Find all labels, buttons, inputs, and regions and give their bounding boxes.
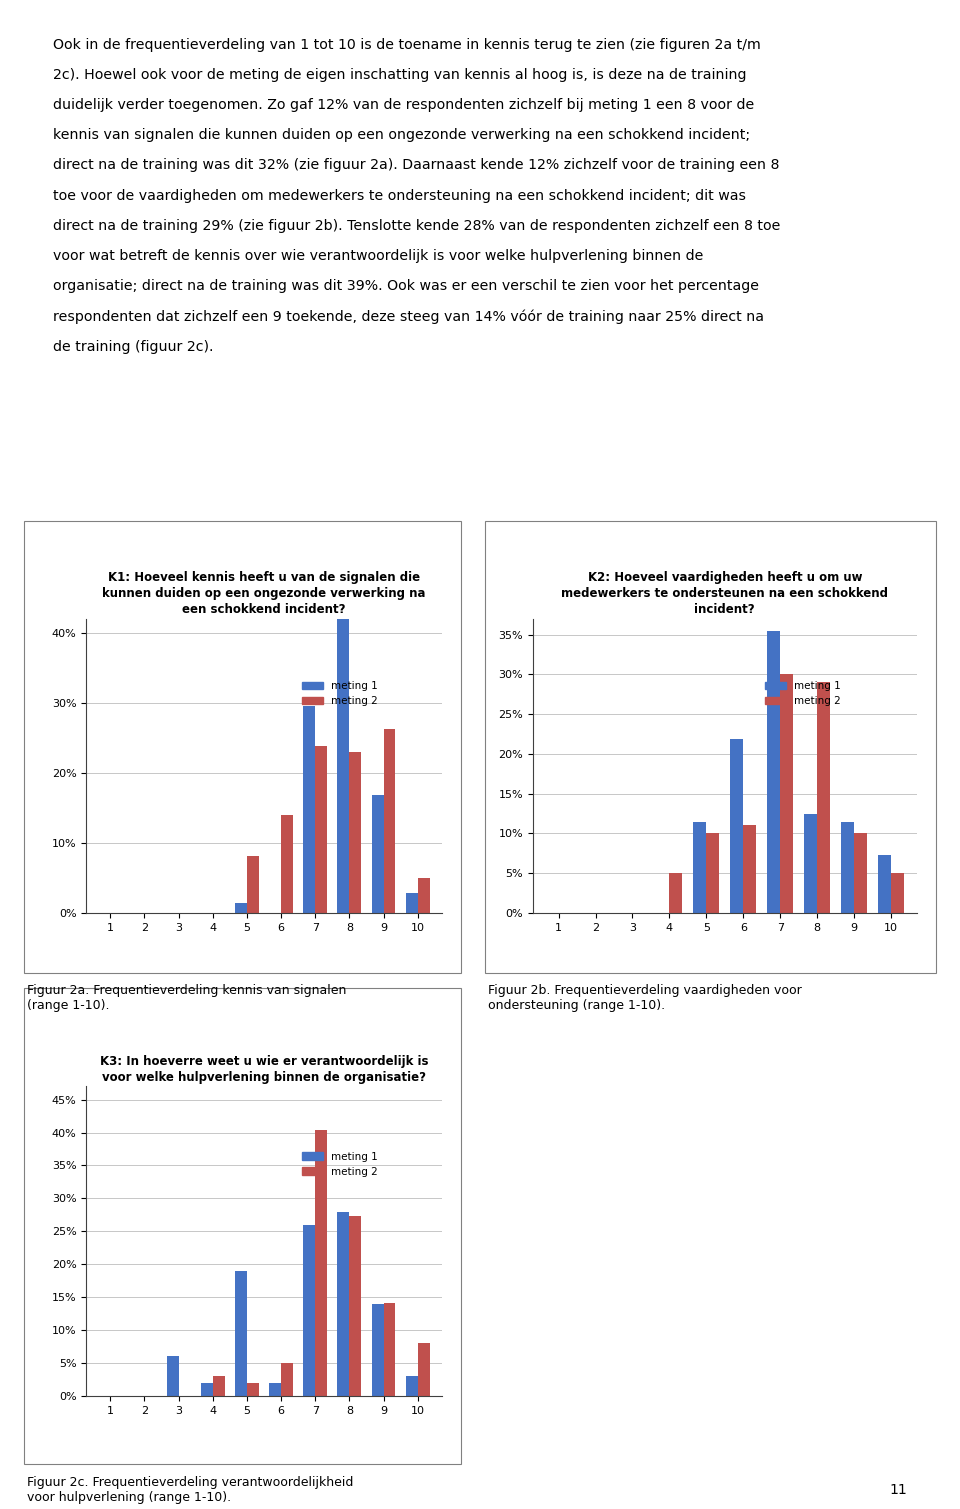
Bar	[384, 1302, 396, 1396]
Bar	[337, 1212, 349, 1396]
Bar	[213, 1376, 225, 1396]
Bar	[315, 1130, 327, 1396]
Text: organisatie; direct na de training was dit 39%. Ook was er een verschil te zien : organisatie; direct na de training was d…	[53, 279, 758, 293]
Bar	[384, 729, 396, 913]
Bar	[372, 1304, 384, 1396]
Bar	[731, 739, 743, 913]
Bar	[707, 833, 719, 913]
Bar	[247, 856, 259, 913]
Bar	[418, 1343, 430, 1396]
Text: direct na de training was dit 32% (zie figuur 2a). Daarnaast kende 12% zichzelf : direct na de training was dit 32% (zie f…	[53, 158, 780, 172]
Bar	[669, 874, 683, 913]
Text: voor wat betreft de kennis over wie verantwoordelijk is voor welke hulpverlening: voor wat betreft de kennis over wie vera…	[53, 249, 703, 263]
Bar	[337, 567, 349, 913]
Text: direct na de training 29% (zie figuur 2b). Tenslotte kende 28% van de respondent: direct na de training 29% (zie figuur 2b…	[53, 219, 780, 232]
Bar	[303, 706, 315, 913]
Legend: meting 1, meting 2: meting 1, meting 2	[298, 1147, 382, 1182]
Bar	[235, 1271, 247, 1396]
Bar	[743, 825, 756, 913]
Bar	[841, 822, 854, 913]
Text: Figuur 2a. Frequentieverdeling kennis van signalen
(range 1-10).: Figuur 2a. Frequentieverdeling kennis va…	[27, 984, 347, 1013]
Bar	[406, 893, 418, 913]
Bar	[201, 1382, 213, 1396]
Bar	[767, 631, 780, 913]
Bar	[406, 1376, 418, 1396]
Bar	[269, 1382, 281, 1396]
Bar	[167, 1357, 179, 1396]
Text: toe voor de vaardigheden om medewerkers te ondersteuning na een schokkend incide: toe voor de vaardigheden om medewerkers …	[53, 189, 746, 202]
Legend: meting 1, meting 2: meting 1, meting 2	[298, 678, 382, 711]
Bar	[418, 878, 430, 913]
Bar	[349, 751, 361, 913]
Text: Figuur 2b. Frequentieverdeling vaardigheden voor
ondersteuning (range 1-10).: Figuur 2b. Frequentieverdeling vaardighe…	[488, 984, 802, 1013]
Bar	[854, 833, 867, 913]
Bar	[235, 902, 247, 913]
Text: kennis van signalen die kunnen duiden op een ongezonde verwerking na een schokke: kennis van signalen die kunnen duiden op…	[53, 128, 750, 142]
Text: Figuur 2c. Frequentieverdeling verantwoordelijkheid
voor hulpverlening (range 1-: Figuur 2c. Frequentieverdeling verantwoo…	[27, 1476, 353, 1504]
Bar	[247, 1382, 259, 1396]
Bar	[780, 675, 793, 913]
Title: K2: Hoeveel vaardigheden heeft u om uw
medewerkers te ondersteunen na een schokk: K2: Hoeveel vaardigheden heeft u om uw m…	[562, 570, 888, 616]
Title: K1: Hoeveel kennis heeft u van de signalen die
kunnen duiden op een ongezonde ve: K1: Hoeveel kennis heeft u van de signal…	[103, 570, 425, 616]
Bar	[349, 1216, 361, 1396]
Text: 2c). Hoewel ook voor de meting de eigen inschatting van kennis al hoog is, is de: 2c). Hoewel ook voor de meting de eigen …	[53, 68, 746, 81]
Text: 11: 11	[890, 1483, 907, 1497]
Text: duidelijk verder toegenomen. Zo gaf 12% van de respondenten zichzelf bij meting : duidelijk verder toegenomen. Zo gaf 12% …	[53, 98, 754, 112]
Bar	[281, 815, 293, 913]
Bar	[303, 1225, 315, 1396]
Title: K3: In hoeverre weet u wie er verantwoordelijk is
voor welke hulpverlening binne: K3: In hoeverre weet u wie er verantwoor…	[100, 1055, 428, 1083]
Bar	[878, 856, 891, 913]
Bar	[693, 822, 707, 913]
Bar	[372, 795, 384, 913]
Text: respondenten dat zichzelf een 9 toekende, deze steeg van 14% vóór de training na: respondenten dat zichzelf een 9 toekende…	[53, 309, 764, 324]
Bar	[804, 813, 817, 913]
Text: de training (figuur 2c).: de training (figuur 2c).	[53, 340, 213, 353]
Text: Ook in de frequentieverdeling van 1 tot 10 is de toename in kennis terug te zien: Ook in de frequentieverdeling van 1 tot …	[53, 38, 760, 51]
Bar	[281, 1363, 293, 1396]
Legend: meting 1, meting 2: meting 1, meting 2	[760, 678, 845, 711]
Bar	[817, 682, 830, 913]
Bar	[315, 747, 327, 913]
Bar	[891, 874, 904, 913]
